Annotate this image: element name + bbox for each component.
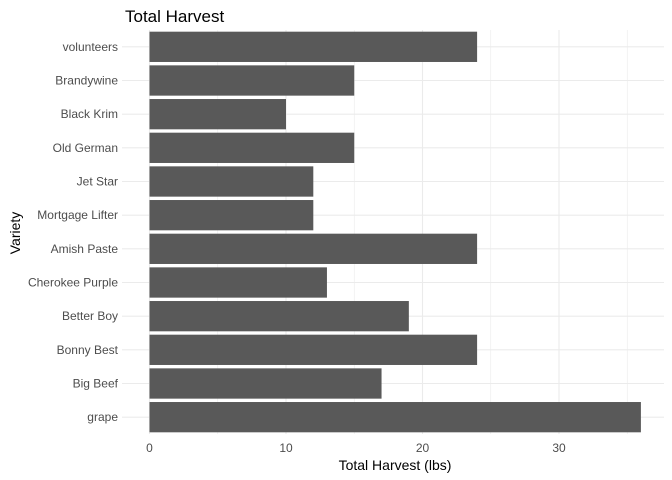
y-tick-label: Jet Star (77, 175, 118, 189)
y-tick-label: Brandywine (55, 74, 118, 88)
bar (149, 368, 382, 399)
x-tick-label: 20 (416, 441, 430, 455)
y-axis-title: Variety (7, 212, 23, 255)
x-tick-label: 10 (279, 441, 293, 455)
y-tick-label: Mortgage Lifter (37, 208, 118, 222)
y-tick-label: grape (87, 410, 118, 424)
bar (149, 99, 286, 130)
bar (149, 267, 327, 298)
chart-title: Total Harvest (125, 7, 224, 26)
y-tick-label: Cherokee Purple (28, 276, 118, 290)
y-tick-label: Big Beef (73, 377, 119, 391)
x-axis-title: Total Harvest (lbs) (339, 457, 452, 473)
bar (149, 233, 478, 264)
y-tick-label: Amish Paste (51, 242, 119, 256)
bar (149, 65, 355, 96)
bar (149, 200, 314, 231)
bars (149, 31, 641, 433)
x-tick-label: 30 (552, 441, 566, 455)
bar (149, 31, 478, 62)
bar (149, 166, 314, 197)
y-tick-label: Old German (53, 141, 118, 155)
y-tick-label: Better Boy (62, 309, 118, 323)
x-tick-labels: 0 10 20 30 (146, 441, 566, 455)
bar (149, 132, 355, 163)
y-tick-label: volunteers (63, 40, 118, 54)
y-tick-labels: volunteers Brandywine Black Krim Old German… (28, 40, 119, 424)
bar (149, 402, 641, 433)
x-tick-label: 0 (146, 441, 153, 455)
bar (149, 334, 478, 365)
y-tick-label: Bonny Best (57, 343, 119, 357)
bar (149, 301, 409, 332)
y-tick-label: Black Krim (61, 107, 118, 121)
